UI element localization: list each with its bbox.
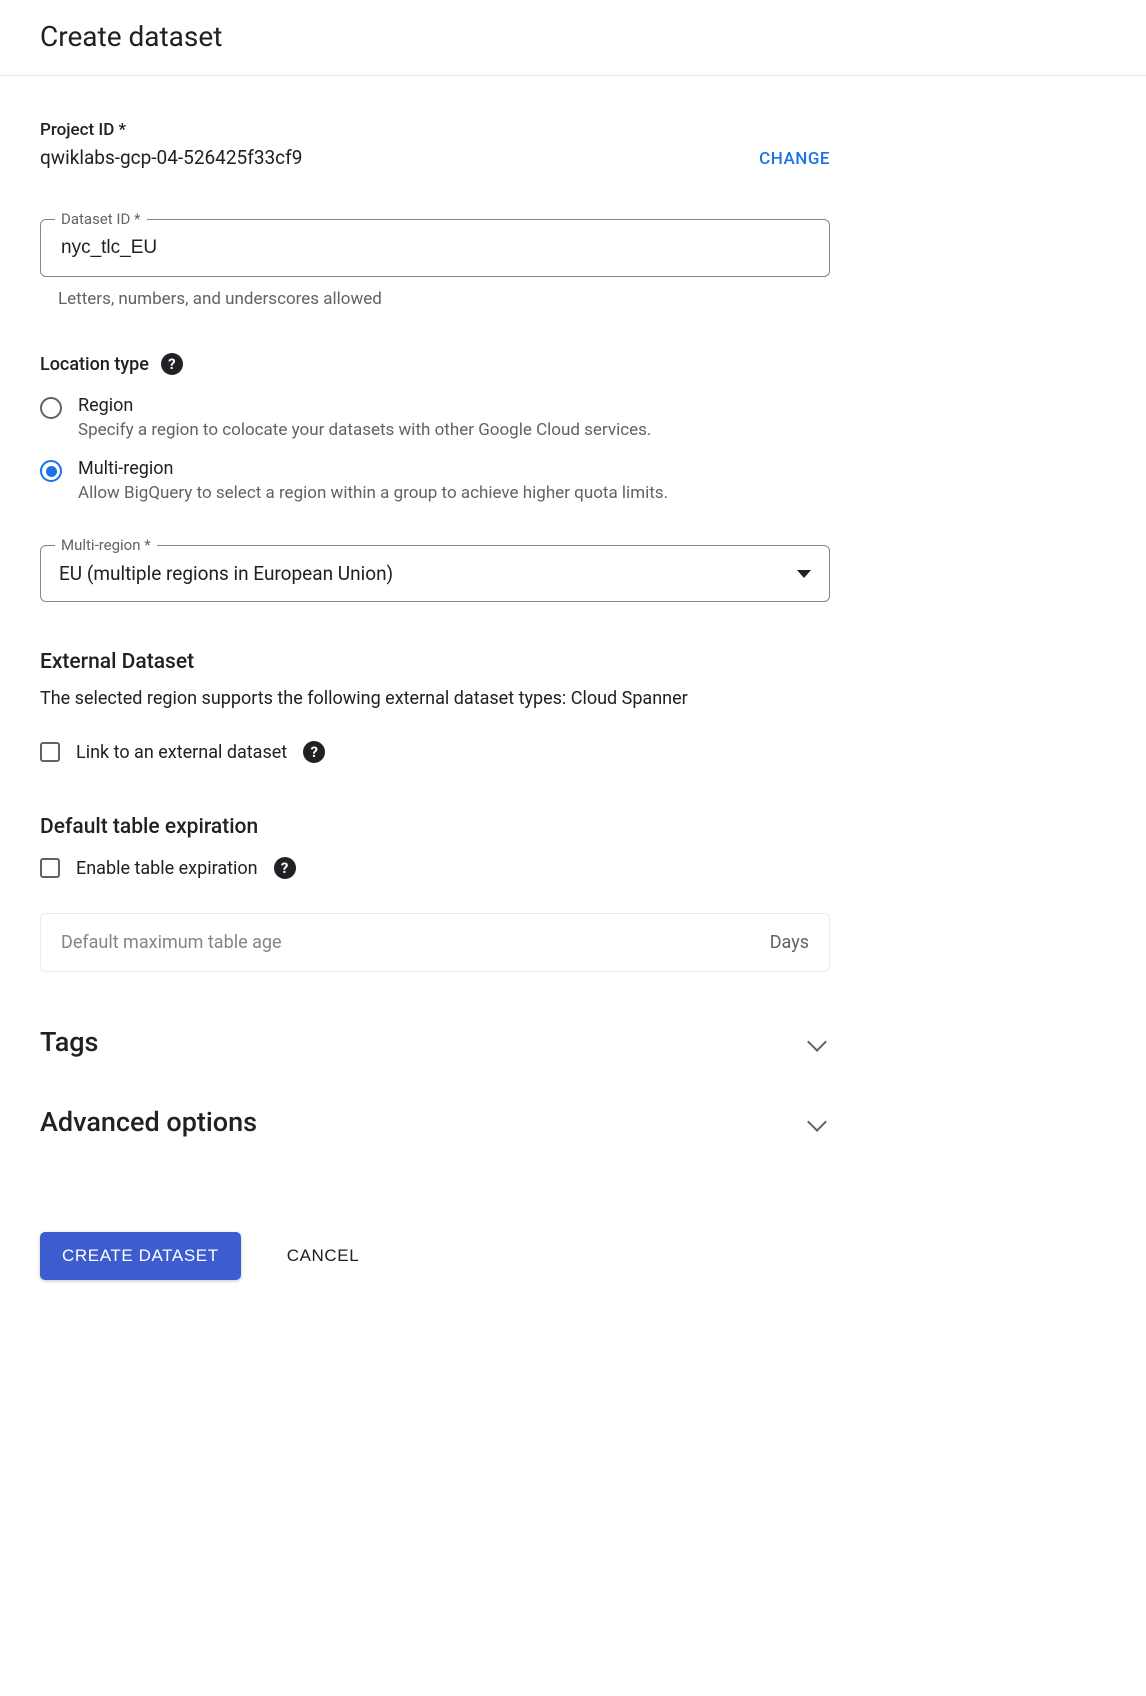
location-type-label: Location type	[40, 354, 149, 375]
panel-header: Create dataset	[0, 0, 1146, 76]
enable-expiration-checkbox-row[interactable]: Enable table expiration ?	[40, 853, 830, 883]
cancel-button[interactable]: CANCEL	[281, 1245, 366, 1267]
chevron-down-icon	[807, 1032, 827, 1052]
multi-region-select[interactable]: Multi-region * EU (multiple regions in E…	[40, 545, 830, 602]
radio-option-multi-region[interactable]: Multi-region Allow BigQuery to select a …	[40, 452, 830, 515]
change-project-link[interactable]: CHANGE	[759, 149, 830, 169]
help-icon[interactable]: ?	[274, 857, 296, 879]
max-table-age-suffix: Days	[770, 932, 809, 953]
table-expiration-title: Default table expiration	[40, 815, 830, 839]
multi-region-label: Multi-region *	[55, 536, 157, 554]
chevron-down-icon	[807, 1112, 827, 1132]
max-table-age-placeholder: Default maximum table age	[61, 932, 282, 953]
enable-expiration-checkbox[interactable]	[40, 858, 60, 878]
project-id-row: Project ID * qwiklabs-gcp-04-526425f33cf…	[40, 120, 830, 169]
radio-desc-multi-region: Allow BigQuery to select a region within…	[78, 483, 668, 503]
location-type-label-row: Location type ?	[40, 353, 830, 375]
radio-desc-region: Specify a region to colocate your datase…	[78, 420, 651, 440]
advanced-options-section[interactable]: Advanced options	[40, 1082, 830, 1162]
radio-circle-multi-region[interactable]	[40, 460, 62, 482]
action-bar: CREATE DATASET CANCEL	[40, 1232, 830, 1280]
help-icon[interactable]: ?	[161, 353, 183, 375]
help-icon[interactable]: ?	[303, 741, 325, 763]
radio-option-region[interactable]: Region Specify a region to colocate your…	[40, 389, 830, 452]
page-title: Create dataset	[40, 20, 1106, 53]
project-id-label: Project ID *	[40, 120, 302, 140]
external-dataset-checkbox-row[interactable]: Link to an external dataset ?	[40, 737, 830, 767]
external-dataset-checkbox[interactable]	[40, 742, 60, 762]
dataset-id-helper: Letters, numbers, and underscores allowe…	[58, 289, 830, 309]
max-table-age-field: Default maximum table age Days	[40, 913, 830, 972]
radio-circle-region[interactable]	[40, 397, 62, 419]
location-type-radio-group: Region Specify a region to colocate your…	[40, 389, 830, 515]
create-dataset-button[interactable]: CREATE DATASET	[40, 1232, 241, 1280]
tags-section[interactable]: Tags	[40, 1002, 830, 1082]
dataset-id-field[interactable]: Dataset ID *	[40, 219, 830, 277]
tags-title: Tags	[40, 1026, 98, 1058]
enable-expiration-checkbox-label: Enable table expiration	[76, 858, 258, 879]
multi-region-value: EU (multiple regions in European Union)	[59, 562, 393, 585]
radio-title-region: Region	[78, 395, 651, 416]
external-dataset-body: The selected region supports the followi…	[40, 688, 830, 709]
project-id-value: qwiklabs-gcp-04-526425f33cf9	[40, 146, 302, 169]
dropdown-arrow-icon	[797, 570, 811, 578]
external-dataset-checkbox-label: Link to an external dataset	[76, 742, 287, 763]
external-dataset-title: External Dataset	[40, 650, 830, 674]
advanced-options-title: Advanced options	[40, 1106, 257, 1138]
dataset-id-label: Dataset ID *	[55, 210, 147, 228]
dataset-id-input[interactable]	[59, 236, 811, 260]
radio-title-multi-region: Multi-region	[78, 458, 668, 479]
